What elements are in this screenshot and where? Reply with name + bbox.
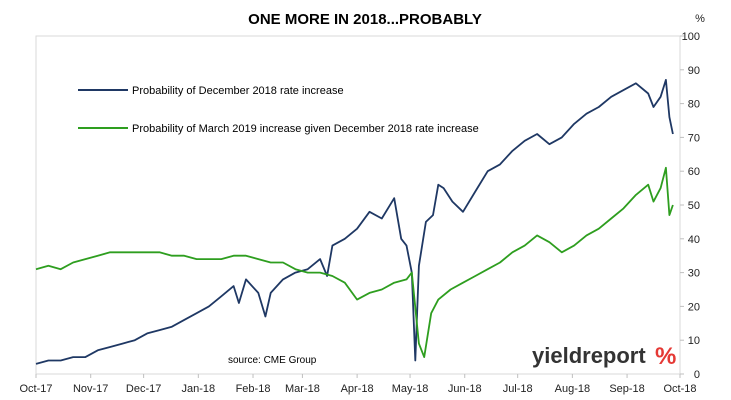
x-axis: Oct-17 Nov-17 Dec-17 Jan-18 Feb-18 Mar-18 Apr-…	[19, 374, 697, 395]
y-tick-label: 30	[688, 268, 700, 280]
x-tick-label: Mar-18	[285, 383, 320, 395]
y-tick-label: 10	[688, 335, 700, 347]
x-tick-label: Feb-18	[236, 383, 271, 395]
y-tick-label: 50	[688, 200, 700, 212]
series-line-december-2018	[35, 79, 674, 365]
y-tick-label: 90	[688, 65, 700, 77]
y-unit-label: %	[695, 13, 705, 25]
x-tick-label: Jan-18	[182, 383, 216, 395]
legend-label-december: Probability of December 2018 rate increa…	[132, 85, 344, 97]
x-tick-label: Aug-18	[555, 383, 590, 395]
brand-wordmark: yieldreport	[532, 343, 646, 368]
x-tick-label: Apr-18	[341, 383, 374, 395]
series-layer	[35, 79, 674, 365]
chart-title: ONE MORE IN 2018...PROBABLY	[248, 11, 482, 28]
y-tick-label: 80	[688, 99, 700, 111]
x-tick-label: May-18	[392, 383, 429, 395]
y-axis: 0 10 20 30 40 50 60 70 80 90 100	[680, 31, 700, 381]
y-tick-label: 100	[682, 31, 700, 43]
x-tick-label: Sep-18	[609, 383, 644, 395]
y-tick-label: 40	[688, 234, 700, 246]
x-tick-label: Dec-17	[126, 383, 161, 395]
y-tick-label: 20	[688, 301, 700, 313]
brand-percent-icon: %	[655, 343, 676, 370]
x-tick-label: Jul-18	[503, 383, 533, 395]
y-tick-label: 0	[694, 369, 700, 381]
legend-label-march: Probability of March 2019 increase given…	[132, 123, 479, 135]
x-tick-label: Nov-17	[73, 383, 108, 395]
y-tick-label: 70	[688, 132, 700, 144]
x-tick-label: Jun-18	[448, 383, 482, 395]
series-line-march-2019	[35, 166, 674, 359]
x-tick-label: Oct-18	[663, 383, 696, 395]
source-note: source: CME Group	[228, 355, 317, 366]
y-tick-label: 60	[688, 166, 700, 178]
legend: Probability of December 2018 rate increa…	[78, 85, 479, 135]
x-tick-label: Oct-17	[19, 383, 52, 395]
brand-logo: yieldreport %	[532, 343, 676, 370]
